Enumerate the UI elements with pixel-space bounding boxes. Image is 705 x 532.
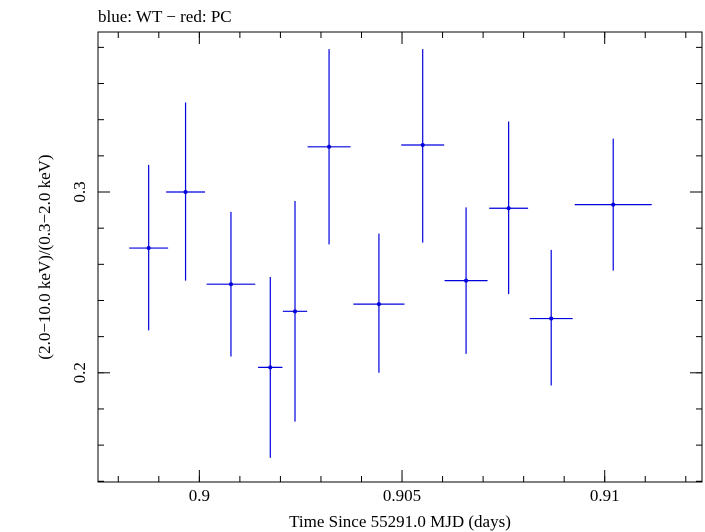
x-tick-label: 0.91	[590, 486, 620, 505]
x-tick-label: 0.9	[189, 486, 210, 505]
x-axis-label: Time Since 55291.0 MJD (days)	[289, 512, 511, 531]
data-point	[353, 233, 405, 373]
data-marker	[183, 190, 188, 195]
data-marker	[228, 282, 233, 287]
data-point	[574, 138, 652, 271]
data-point	[258, 276, 283, 458]
data-point	[282, 201, 308, 422]
data-point	[444, 207, 488, 354]
data-marker	[293, 309, 298, 314]
y-tick-label: 0.3	[70, 181, 89, 202]
data-series-wt	[129, 49, 652, 458]
x-tick-label: 0.905	[383, 486, 421, 505]
data-point	[129, 164, 169, 331]
data-marker	[146, 246, 151, 251]
data-marker	[464, 278, 469, 283]
axes: 0.9 0.905 0.91 0.2 0.3	[70, 32, 702, 505]
y-axis-label: (2.0−10.0 keV)/(0.3−2.0 keV)	[35, 154, 54, 359]
plot-frame	[97, 31, 703, 483]
data-marker	[506, 206, 511, 211]
data-point	[206, 211, 256, 357]
data-point	[489, 121, 529, 295]
data-marker	[268, 365, 273, 370]
data-point	[529, 249, 573, 386]
data-point	[307, 49, 351, 245]
chart-title: blue: WT − red: PC	[98, 7, 232, 26]
data-marker	[327, 144, 332, 149]
data-marker	[611, 202, 616, 207]
y-tick-label: 0.2	[70, 362, 89, 383]
data-marker	[549, 316, 554, 321]
data-marker	[420, 142, 425, 147]
data-marker	[376, 302, 381, 307]
data-point	[166, 102, 206, 281]
data-point	[401, 49, 445, 243]
